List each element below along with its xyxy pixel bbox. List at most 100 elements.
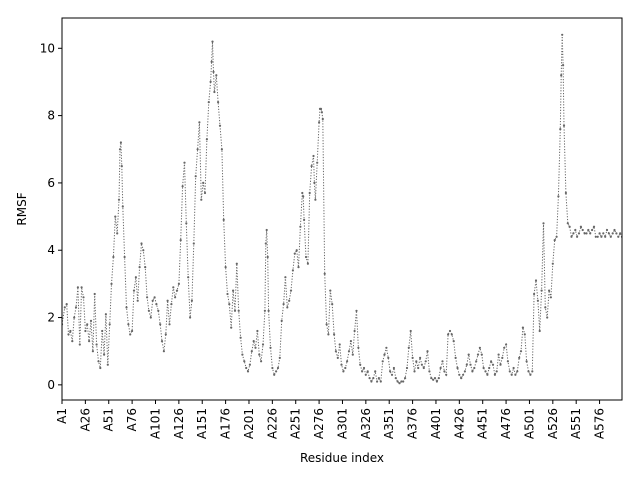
data-point	[210, 60, 213, 63]
data-point	[377, 377, 380, 380]
data-point	[579, 225, 583, 228]
data-point	[566, 222, 569, 225]
data-point	[411, 356, 414, 359]
data-point	[452, 340, 455, 343]
data-point	[250, 350, 253, 353]
data-point	[160, 340, 164, 343]
y-tick-label: 10	[40, 41, 55, 55]
data-point	[460, 377, 463, 380]
data-point	[342, 370, 345, 373]
data-point	[286, 306, 289, 309]
data-point	[275, 370, 278, 373]
data-point	[585, 232, 588, 235]
data-point	[570, 235, 573, 238]
data-point	[523, 333, 526, 336]
data-point	[361, 370, 364, 373]
x-tick-label: A351	[382, 408, 396, 439]
data-point	[333, 333, 336, 336]
data-point	[230, 326, 233, 329]
data-point	[103, 353, 106, 356]
data-point	[364, 373, 367, 376]
data-point	[319, 107, 323, 110]
data-point	[540, 289, 543, 292]
data-point	[347, 350, 351, 353]
data-point	[420, 363, 423, 366]
data-point	[491, 363, 495, 366]
data-point	[302, 195, 305, 198]
data-point	[65, 303, 68, 306]
data-point	[91, 350, 94, 353]
data-point	[276, 366, 280, 370]
data-point	[220, 148, 223, 151]
data-point	[562, 124, 566, 127]
data-point	[82, 296, 85, 299]
data-point	[80, 286, 83, 289]
data-point	[63, 306, 66, 309]
data-point	[260, 360, 263, 363]
data-point	[561, 33, 564, 36]
data-point	[353, 329, 356, 333]
data-point	[301, 191, 304, 195]
data-point	[200, 198, 203, 201]
data-point	[198, 121, 201, 124]
data-point	[93, 292, 96, 296]
data-point	[441, 360, 444, 363]
data-point	[289, 289, 293, 292]
data-point	[424, 360, 427, 363]
y-tick-label: 4	[47, 243, 55, 257]
data-point	[207, 101, 210, 104]
data-point	[273, 373, 276, 376]
data-point	[417, 366, 420, 370]
data-point	[534, 279, 538, 282]
data-point	[594, 235, 597, 238]
data-point	[413, 370, 416, 373]
data-point	[327, 333, 330, 336]
x-tick-label: A76	[125, 408, 139, 431]
data-point	[426, 350, 429, 353]
data-point	[600, 235, 603, 238]
data-point	[67, 333, 70, 336]
data-point	[525, 360, 528, 363]
data-point	[568, 225, 571, 228]
data-point	[463, 370, 466, 373]
data-point	[147, 309, 150, 312]
data-point	[256, 329, 259, 333]
data-point	[123, 255, 126, 259]
x-tick-label: A226	[265, 408, 279, 439]
data-point	[228, 303, 231, 306]
series-line	[62, 34, 622, 384]
data-point	[217, 101, 220, 104]
x-tick-label: A126	[172, 408, 186, 439]
data-point	[355, 309, 358, 312]
data-point	[205, 138, 208, 141]
x-axis-label: Residue index	[300, 451, 384, 465]
data-point	[456, 366, 459, 370]
data-point	[611, 232, 614, 235]
data-point	[288, 299, 291, 302]
data-point	[430, 377, 433, 380]
data-point	[443, 370, 446, 373]
data-point	[415, 360, 418, 363]
data-point	[224, 266, 227, 269]
data-point	[153, 296, 156, 299]
x-tick-label: A26	[78, 408, 92, 431]
data-point	[175, 289, 179, 292]
data-point	[351, 353, 354, 356]
data-point	[222, 218, 225, 221]
data-point	[246, 370, 250, 373]
data-point	[405, 366, 409, 370]
data-point	[254, 346, 257, 349]
data-point	[120, 165, 123, 168]
data-point	[212, 70, 215, 73]
data-point	[551, 262, 554, 265]
data-point	[577, 232, 581, 235]
data-point	[398, 382, 401, 385]
data-point	[572, 232, 575, 235]
data-point	[264, 242, 267, 245]
x-tick-label: A51	[102, 408, 116, 431]
data-point	[499, 363, 502, 366]
x-tick-label: A176	[219, 408, 233, 439]
y-tick-label: 2	[47, 311, 55, 325]
data-point	[422, 366, 425, 370]
